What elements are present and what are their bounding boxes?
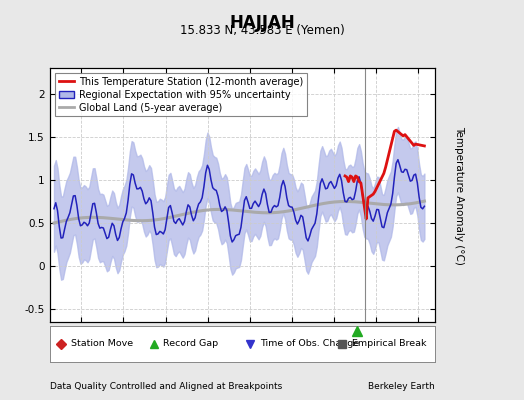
Text: Empirical Break: Empirical Break: [352, 340, 427, 348]
Y-axis label: Temperature Anomaly (°C): Temperature Anomaly (°C): [454, 126, 464, 264]
Text: Berkeley Earth: Berkeley Earth: [368, 382, 435, 391]
Text: Record Gap: Record Gap: [163, 340, 219, 348]
Text: 15.833 N, 43.583 E (Yemen): 15.833 N, 43.583 E (Yemen): [180, 24, 344, 37]
Text: Time of Obs. Change: Time of Obs. Change: [260, 340, 359, 348]
Text: HAJJAH: HAJJAH: [229, 14, 295, 32]
Text: Data Quality Controlled and Aligned at Breakpoints: Data Quality Controlled and Aligned at B…: [50, 382, 282, 391]
Legend: This Temperature Station (12-month average), Regional Expectation with 95% uncer: This Temperature Station (12-month avera…: [54, 73, 307, 116]
Text: Station Move: Station Move: [71, 340, 133, 348]
